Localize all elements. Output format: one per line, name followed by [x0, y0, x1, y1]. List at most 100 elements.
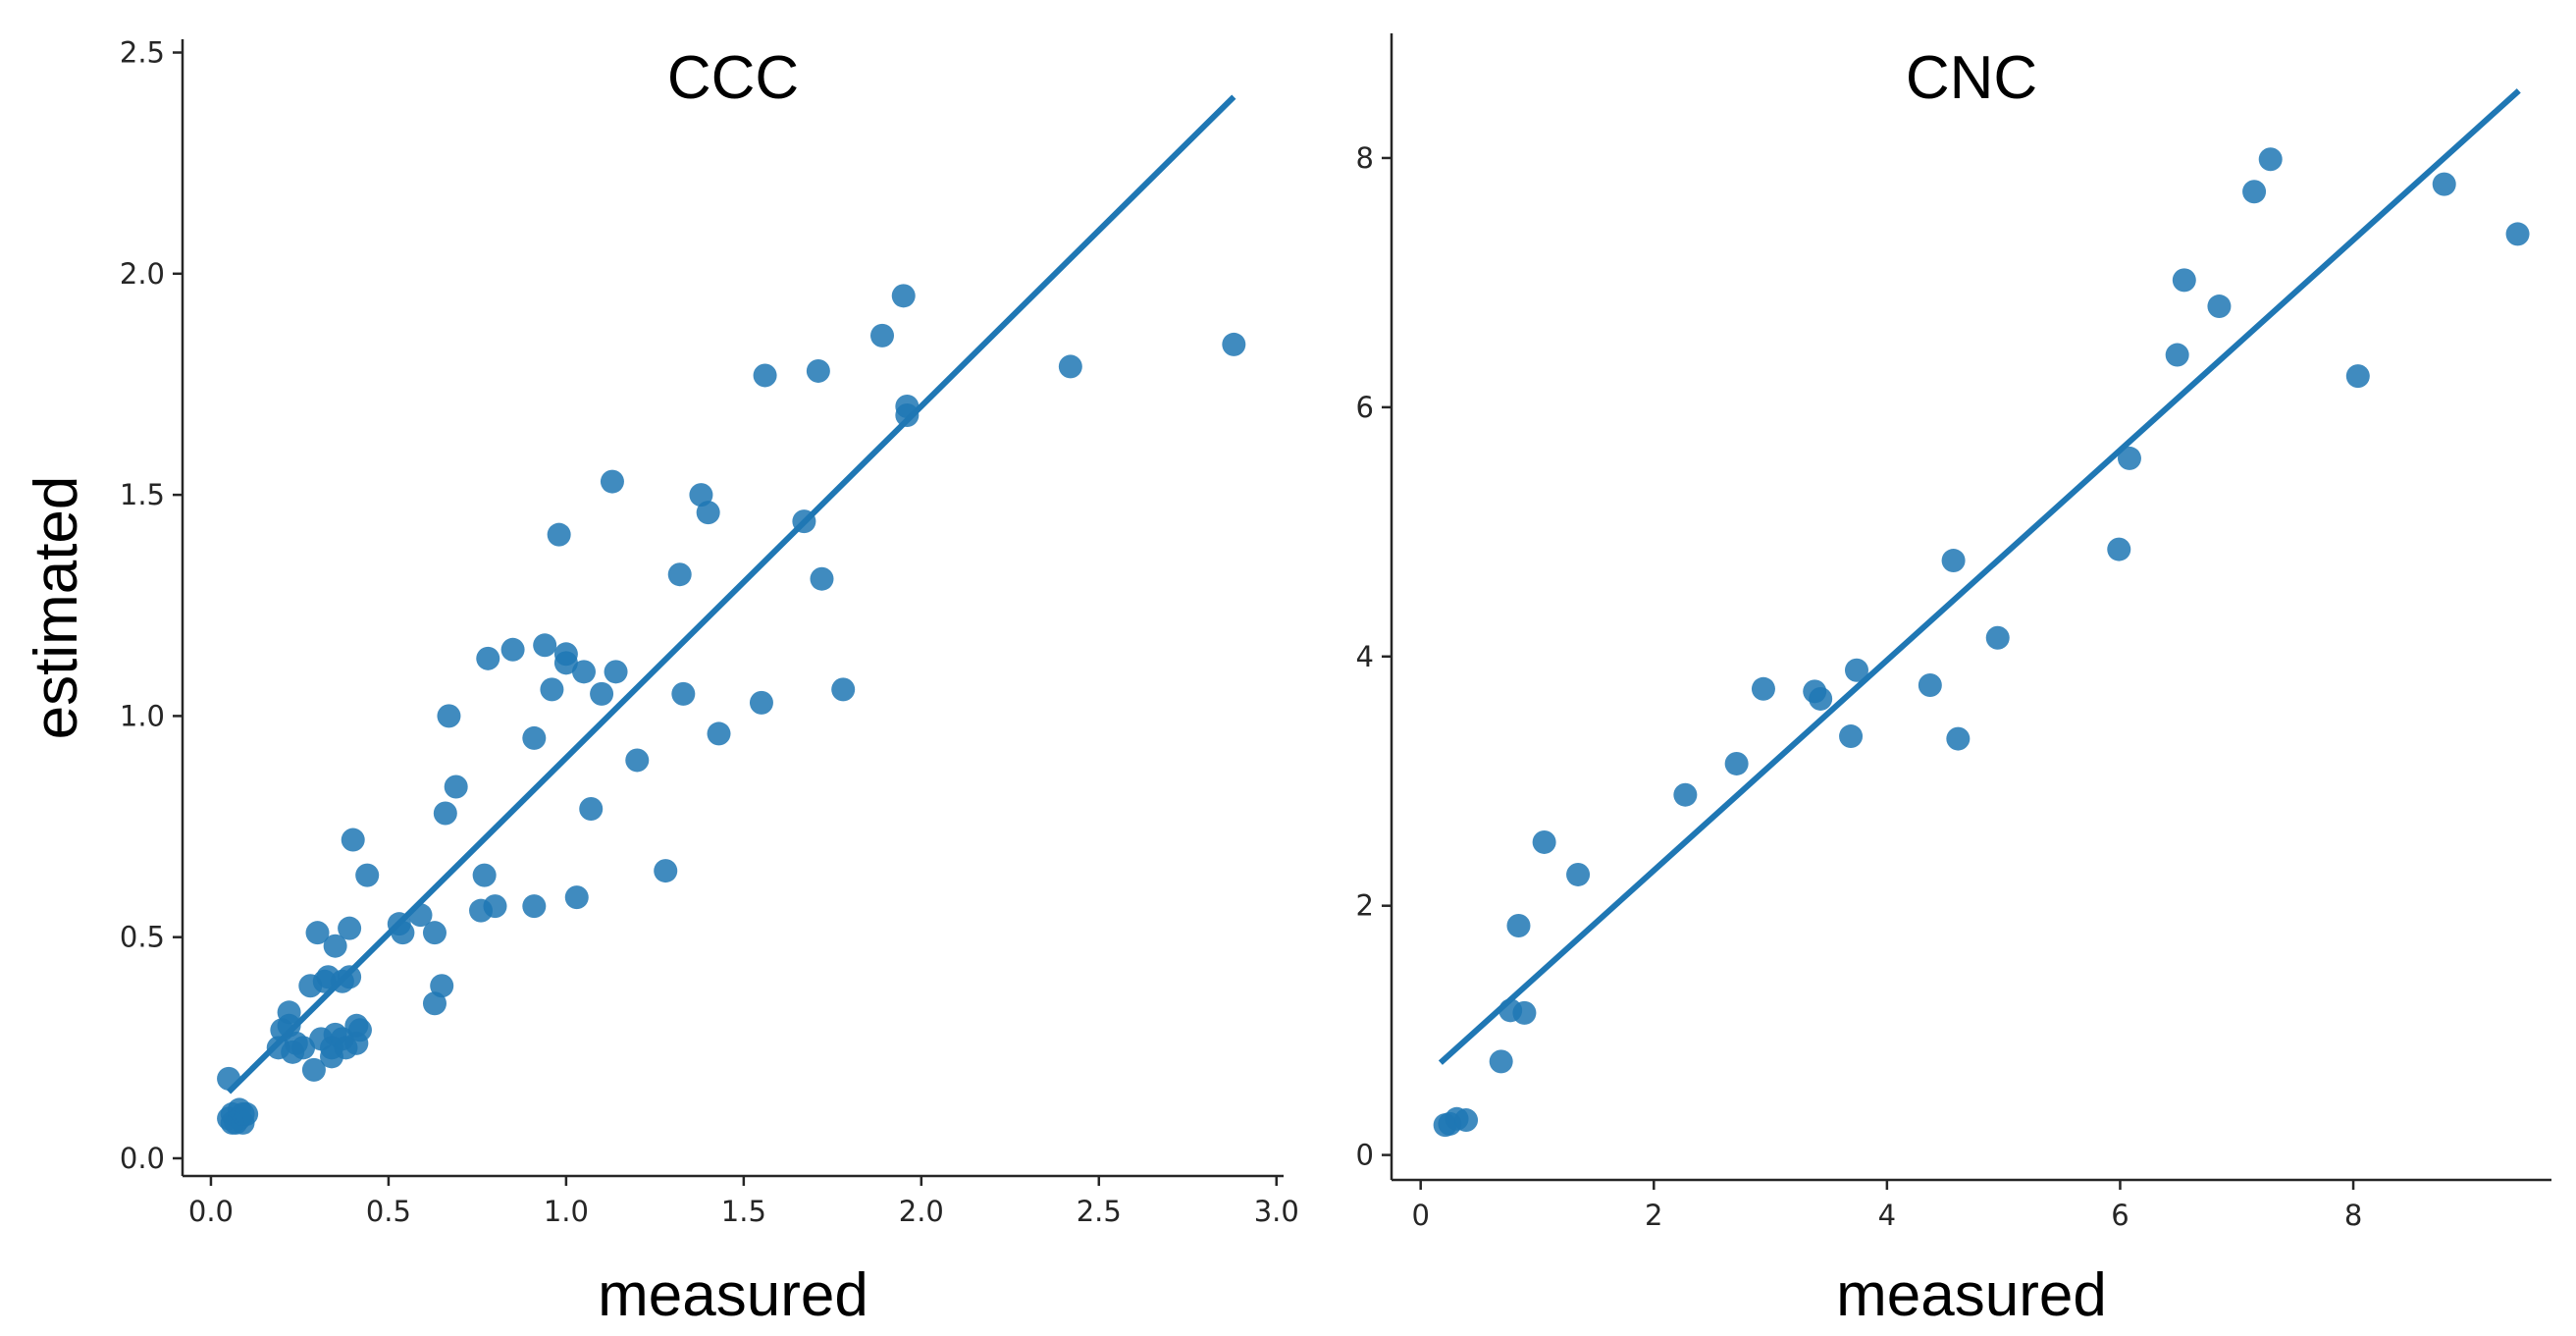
ccc-data-point	[689, 483, 713, 508]
cnc-data-point	[2172, 268, 2196, 293]
ccc-x-tick-label: 0.0	[188, 1195, 234, 1228]
cnc-data-point	[2345, 364, 2370, 389]
ccc-data-point	[625, 748, 650, 773]
cnc-x-axis-title: measured	[1836, 1261, 2107, 1329]
ccc-y-tick-label: 0.0	[120, 1142, 165, 1175]
ccc-data-point	[753, 363, 777, 388]
ccc-data-point	[891, 284, 916, 308]
ccc-x-tick-label: 3.0	[1254, 1195, 1299, 1228]
ccc-x-tick-label: 1.0	[544, 1195, 589, 1228]
ccc-data-point	[433, 801, 457, 826]
ccc-data-point	[341, 828, 365, 852]
cnc-x-tick-label: 0	[1411, 1199, 1429, 1232]
ccc-data-point	[600, 469, 624, 494]
cnc-y-ticks: 0 2 4 6 8	[1356, 141, 1392, 1172]
cnc-data-point	[2117, 446, 2141, 470]
ccc-data-point	[547, 522, 571, 547]
ccc-y-ticks: 0.0 0.5 1.0 1.5 2.0 2.5	[120, 36, 183, 1175]
ccc-x-tick-label: 1.5	[721, 1195, 766, 1228]
ccc-data-point	[671, 681, 696, 706]
ccc-y-tick-label: 1.0	[120, 699, 165, 732]
cnc-x-tick-label: 8	[2344, 1199, 2362, 1232]
cnc-data-point	[2505, 222, 2530, 246]
cnc-data-point	[2432, 172, 2456, 196]
cnc-data-point	[1532, 829, 1556, 854]
cnc-x-tick-label: 4	[1878, 1199, 1896, 1232]
ccc-data-point	[430, 974, 454, 998]
ccc-x-tick-label: 2.0	[899, 1195, 944, 1228]
ccc-data-point	[522, 894, 547, 919]
ccc-data-point	[895, 402, 920, 427]
ccc-data-point	[305, 921, 330, 945]
cnc-data-point	[1844, 658, 1868, 682]
ccc-y-tick-label: 2.5	[120, 36, 165, 70]
ccc-y-tick-label: 0.5	[120, 921, 165, 954]
ccc-data-point	[522, 725, 547, 750]
ccc-data-point	[806, 358, 830, 383]
cnc-data-point	[2258, 147, 2283, 172]
ccc-data-point	[540, 677, 564, 702]
cnc-data-point	[1751, 676, 1775, 701]
ccc-data-point	[422, 991, 447, 1016]
cnc-x-tick-label: 2	[1645, 1199, 1662, 1232]
ccc-data-point	[231, 1101, 255, 1126]
ccc-data-point	[707, 721, 731, 746]
ccc-data-point	[749, 690, 773, 715]
cnc-data-point	[2165, 343, 2189, 367]
ccc-x-ticks: 0.0 0.5 1.0 1.5 2.0 2.5 3.0	[188, 1176, 1299, 1228]
ccc-data-point	[291, 1036, 316, 1060]
ccc-x-tick-label: 2.5	[1077, 1195, 1122, 1228]
ccc-data-point	[483, 894, 507, 919]
ccc-data-point	[696, 501, 720, 525]
cnc-data-point	[1489, 1049, 1513, 1074]
cnc-data-point	[1673, 782, 1698, 807]
cnc-y-tick-label: 4	[1356, 640, 1374, 673]
cnc-y-tick-label: 2	[1356, 889, 1374, 923]
ccc-data-point	[533, 633, 557, 658]
ccc-title: CCC	[667, 44, 799, 112]
ccc-data-point	[667, 562, 692, 587]
ccc-data-point	[476, 646, 500, 670]
ccc-data-point	[355, 863, 380, 887]
cnc-data-point	[1839, 724, 1864, 749]
y-axis-title: estimated	[23, 476, 90, 740]
cnc-data-point	[1941, 549, 1966, 573]
cnc-y-tick-label: 0	[1356, 1139, 1374, 1172]
ccc-data-point	[437, 704, 461, 728]
ccc-data-point	[277, 1013, 301, 1038]
cnc-data-point	[1506, 914, 1531, 938]
ccc-data-point	[831, 677, 856, 702]
ccc-data-point	[500, 637, 525, 662]
ccc-x-tick-label: 0.5	[366, 1195, 411, 1228]
cnc-data-point	[2242, 180, 2267, 204]
cnc-y-tick-label: 6	[1356, 391, 1374, 424]
ccc-data-point	[870, 323, 895, 347]
ccc-data-point	[810, 566, 834, 591]
cnc-x-tick-label: 6	[2111, 1199, 2129, 1232]
cnc-data-point	[2207, 294, 2232, 319]
ccc-data-point	[338, 965, 362, 989]
cnc-data-point	[1809, 686, 1833, 711]
ccc-data-point	[553, 651, 578, 675]
cnc-data-point	[1724, 751, 1749, 775]
ccc-fit-line	[226, 94, 1236, 1095]
ccc-data-point	[590, 681, 614, 706]
ccc-y-tick-label: 2.0	[120, 257, 165, 291]
ccc-data-point	[444, 775, 468, 799]
ccc-data-point	[604, 660, 628, 684]
ccc-data-point	[1058, 354, 1082, 379]
ccc-data-point	[1222, 332, 1246, 356]
ccc-data-point	[347, 1018, 372, 1042]
ccc-data-point	[422, 921, 447, 945]
ccc-plot: 0.0 0.5 1.0 1.5 2.0 2.5 3.0 0.0 0.5 1.0 1.5 2.0 2.5…	[120, 36, 1299, 1329]
ccc-x-axis-title: measured	[598, 1261, 868, 1329]
cnc-data-point	[2107, 537, 2131, 561]
cnc-points	[1433, 147, 2530, 1138]
cnc-fit-line	[1438, 88, 2521, 1065]
ccc-data-point	[571, 660, 596, 684]
cnc-data-point	[1454, 1108, 1479, 1133]
ccc-data-point	[579, 797, 604, 822]
ccc-data-point	[338, 916, 362, 940]
cnc-plot: 0 2 4 6 8 0 2 4 6 8 CNC measured	[1356, 33, 2551, 1329]
